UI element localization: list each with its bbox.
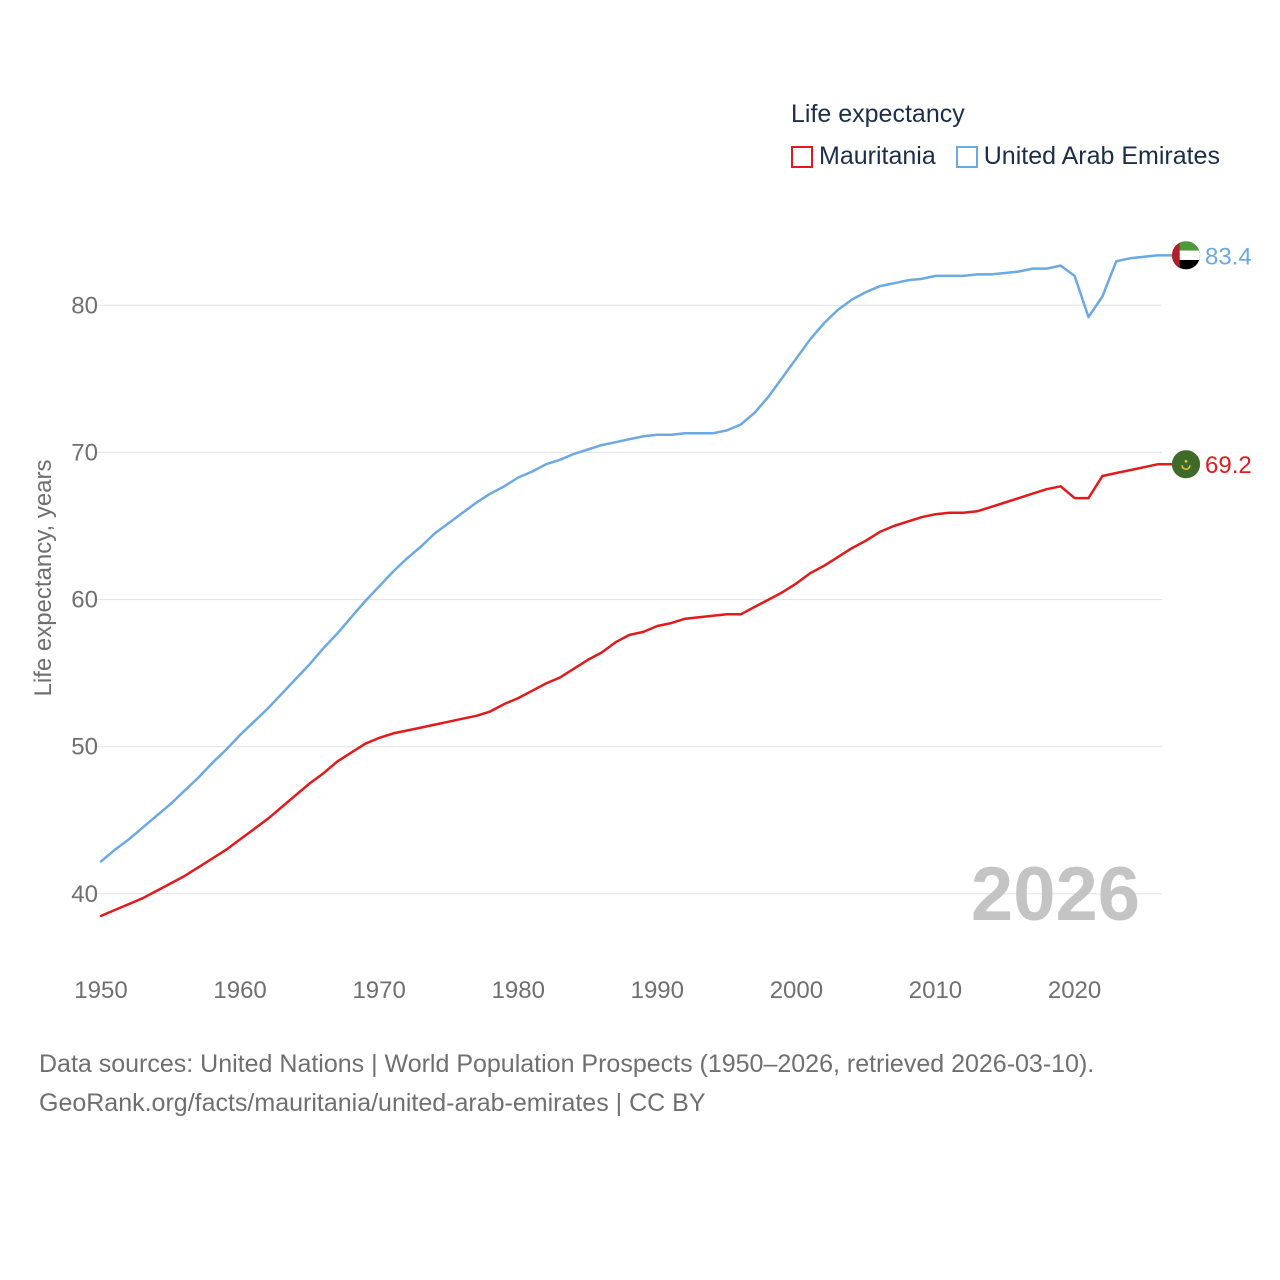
x-tick-label: 1980 bbox=[492, 977, 545, 1004]
uae-flag-icon bbox=[1171, 240, 1201, 270]
x-tick-label: 1990 bbox=[631, 977, 684, 1004]
gridlines bbox=[97, 304, 1162, 895]
y-axis-label: Life expectancy, years bbox=[30, 459, 57, 696]
legend-swatch-uae bbox=[955, 145, 978, 168]
x-tick-label: 1950 bbox=[74, 977, 127, 1004]
legend-label-uae: United Arab Emirates bbox=[983, 142, 1220, 170]
source-note: Data sources: United Nations | World Pop… bbox=[39, 1045, 1094, 1123]
series-line-mauritania[interactable] bbox=[99, 462, 1160, 918]
y-tick-label: 70 bbox=[71, 439, 98, 466]
mauritania-flag-icon bbox=[1171, 449, 1201, 479]
x-tick-label: 2000 bbox=[770, 977, 823, 1004]
x-axis: 1950 1960 1970 1980 1990 2000 2010 2020 bbox=[74, 977, 1101, 1004]
source-line: Data sources: United Nations | World Pop… bbox=[39, 1050, 1095, 1078]
legend-item-mauritania[interactable]: Mauritania bbox=[791, 142, 936, 171]
series-line-uae[interactable] bbox=[99, 254, 1160, 863]
end-value-label-mauritania: 69.2 bbox=[1205, 452, 1252, 479]
series bbox=[99, 254, 1160, 918]
x-tick-label: 2010 bbox=[909, 977, 962, 1004]
legend-swatch-mauritania bbox=[791, 145, 813, 168]
x-tick-label: 1960 bbox=[213, 977, 266, 1004]
y-tick-label: 60 bbox=[71, 587, 98, 614]
legend-title: Life expectancy bbox=[791, 100, 965, 128]
y-axis: 40 50 60 70 80 bbox=[71, 292, 98, 907]
y-tick-label: 50 bbox=[71, 734, 98, 761]
end-value-label-uae: 83.4 bbox=[1205, 243, 1252, 270]
source-url-line[interactable]: GeoRank.org/facts/mauritania/united-arab… bbox=[39, 1089, 706, 1117]
legend-label-mauritania: Mauritania bbox=[819, 142, 936, 170]
y-tick-label: 40 bbox=[71, 881, 98, 908]
x-tick-label: 2020 bbox=[1048, 977, 1101, 1004]
y-tick-label: 80 bbox=[71, 292, 98, 319]
x-tick-label: 1970 bbox=[352, 977, 405, 1004]
end-markers: 69.2 83.4 bbox=[1158, 240, 1252, 479]
year-watermark: 2026 bbox=[971, 852, 1140, 937]
legend-item-uae[interactable]: United Arab Emirates bbox=[955, 142, 1220, 171]
legend: Mauritania United Arab Emirates bbox=[791, 142, 1240, 171]
